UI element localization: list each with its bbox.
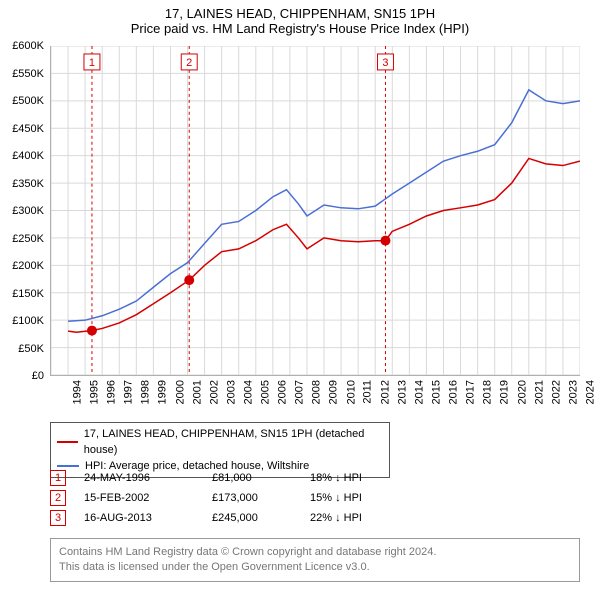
attribution-line-2: This data is licensed under the Open Gov… [59,561,370,573]
x-tick-label: 2016 [448,380,460,404]
x-tick-label: 2005 [260,380,272,404]
x-tick-label: 2021 [533,380,545,404]
y-tick-label: £250K [12,233,44,245]
x-tick-label: 1999 [157,380,169,404]
x-tick-label: 2015 [431,380,443,404]
transaction-row: 3 16-AUG-2013 £245,000 22% ↓ HPI [50,510,550,526]
x-tick-label: 2019 [499,380,511,404]
y-tick-label: £500K [12,95,44,107]
title-line-1: 17, LAINES HEAD, CHIPPENHAM, SN15 1PH [0,6,600,21]
plot-area: 1 2 3 [50,46,580,376]
transaction-date: 15-FEB-2002 [84,492,194,504]
x-tick-label: 2009 [328,380,340,404]
transaction-date: 24-MAY-1996 [84,472,194,484]
x-tick-label: 2004 [242,380,254,404]
legend-row-property: 17, LAINES HEAD, CHIPPENHAM, SN15 1PH (d… [57,426,383,458]
x-tick-label: 2017 [465,380,477,404]
x-tick-label: 2018 [482,380,494,404]
legend-swatch-property [57,441,78,443]
x-tick-label: 2022 [550,380,562,404]
transaction-date: 16-AUG-2013 [84,512,194,524]
x-tick-label: 2013 [396,380,408,404]
x-axis-ticks: 1994 1995 1996 1997 1998 1999 2000 2001 2002 2003… [50,378,580,418]
x-tick-label: 2012 [379,380,391,404]
titles: 17, LAINES HEAD, CHIPPENHAM, SN15 1PH Pr… [0,0,600,36]
transaction-marker: 1 [50,470,66,486]
x-tick-label: 2020 [516,380,528,404]
transaction-row: 1 24-MAY-1996 £81,000 18% ↓ HPI [50,470,550,486]
x-tick-label: 2003 [225,380,237,404]
x-tick-label: 2006 [277,380,289,404]
svg-text:3: 3 [382,57,388,69]
y-tick-label: £550K [12,68,44,80]
transaction-row: 2 15-FEB-2002 £173,000 15% ↓ HPI [50,490,550,506]
attribution-line-1: Contains HM Land Registry data © Crown c… [59,546,436,558]
title-line-2: Price paid vs. HM Land Registry's House … [0,21,600,36]
y-tick-label: £150K [12,288,44,300]
chart-svg: 1 2 3 [51,46,580,375]
x-tick-label: 2007 [294,380,306,404]
svg-text:2: 2 [186,57,192,69]
x-tick-label: 2023 [567,380,579,404]
x-tick-label: 1994 [71,380,83,404]
y-tick-label: £600K [12,40,44,52]
y-tick-label: £300K [12,205,44,217]
chart-container: 17, LAINES HEAD, CHIPPENHAM, SN15 1PH Pr… [0,0,600,590]
y-tick-label: £0 [32,370,44,382]
x-tick-label: 1995 [89,380,101,404]
transaction-marker: 3 [50,510,66,526]
x-tick-label: 1997 [123,380,135,404]
transaction-diff: 22% ↓ HPI [310,512,410,524]
legend-label-property: 17, LAINES HEAD, CHIPPENHAM, SN15 1PH (d… [84,426,383,458]
y-tick-label: £50K [18,343,44,355]
y-tick-label: £200K [12,260,44,272]
transaction-price: £245,000 [212,512,292,524]
x-tick-label: 1996 [106,380,118,404]
y-tick-label: £350K [12,178,44,190]
x-tick-label: 2001 [191,380,203,404]
transaction-price: £173,000 [212,492,292,504]
transaction-list: 1 24-MAY-1996 £81,000 18% ↓ HPI 2 15-FEB-2002… [50,466,550,530]
transaction-price: £81,000 [212,472,292,484]
x-tick-label: 1998 [140,380,152,404]
x-tick-label: 2024 [584,380,596,404]
transaction-marker: 2 [50,490,66,506]
y-tick-label: £450K [12,123,44,135]
x-tick-label: 2011 [361,380,373,404]
x-tick-label: 2014 [413,380,425,404]
attribution: Contains HM Land Registry data © Crown c… [50,538,580,582]
svg-text:1: 1 [89,57,95,69]
y-tick-label: £400K [12,150,44,162]
transaction-diff: 15% ↓ HPI [310,492,410,504]
x-tick-label: 2002 [208,380,220,404]
transaction-diff: 18% ↓ HPI [310,472,410,484]
x-tick-label: 2008 [311,380,323,404]
x-tick-label: 2000 [174,380,186,404]
x-tick-label: 2010 [345,380,357,404]
y-tick-label: £100K [12,315,44,327]
y-axis-ticks: £0£50K£100K£150K£200K£250K£300K£350K£400… [0,46,48,376]
